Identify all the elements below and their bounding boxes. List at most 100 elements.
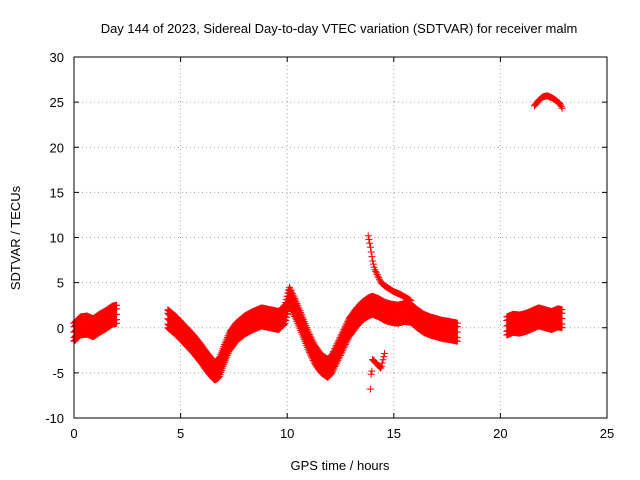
x-axis-label: GPS time / hours [291,458,390,473]
data-point [306,332,314,340]
data-point [376,363,384,371]
data-point [285,283,293,291]
data-point [279,321,287,329]
y-tick-label: 0 [57,321,64,336]
data-point [335,353,343,361]
data-point [336,352,344,360]
data-point [282,313,290,321]
data-point [221,357,229,365]
data-point [334,356,342,364]
data-point [293,299,301,307]
data-point [335,355,343,363]
data-point [297,310,305,318]
data-point [332,359,340,367]
data-point [369,257,377,265]
data-point [557,103,565,111]
data-point [291,294,299,302]
data-point [338,348,346,356]
x-tick-label: 10 [280,426,294,441]
data-point [297,308,305,316]
data-point [331,363,339,371]
y-tick-label: 15 [50,185,64,200]
data-point [341,342,349,350]
data-point [365,235,373,243]
data-point [224,351,232,359]
data-point [294,301,302,309]
tick-labels: 0 5 10 15 20 25 -10 -5 0 5 10 15 20 25 30 [45,50,614,441]
data-point [337,350,345,358]
data-point [367,248,375,256]
data-point [379,356,387,364]
data-point [295,305,303,313]
data-point [558,324,566,332]
data-point [378,359,386,367]
data-point [338,347,346,355]
chart-title: Day 144 of 2023, Sidereal Day-to-day VTE… [101,21,578,36]
data-point [223,353,231,361]
data-point [364,232,372,240]
data-point [375,275,383,283]
data-point [558,306,566,314]
data-point [306,331,314,339]
x-tick-label: 25 [600,426,614,441]
data-point [375,274,383,282]
data-point [113,301,121,309]
x-tick-label: 15 [387,426,401,441]
data-point [367,370,375,378]
data-point [332,361,340,369]
y-tick-label: 25 [50,95,64,110]
data-point [368,253,376,261]
data-point [305,329,313,337]
data-points [70,92,566,393]
data-point [368,367,376,375]
data-point [328,369,336,377]
data-point [280,320,288,328]
data-point [286,285,294,293]
data-point [294,303,302,311]
data-point [453,337,461,345]
data-point [287,287,295,295]
data-point [329,367,337,375]
data-point [329,366,337,374]
data-point [215,374,223,382]
data-point [113,319,121,327]
y-tick-label: -5 [52,366,64,381]
data-point [309,337,317,345]
grid-lines [73,56,608,419]
data-point [342,339,350,347]
data-point [221,359,229,367]
x-tick-label: 20 [493,426,507,441]
data-point [304,327,312,335]
data-point [369,260,377,268]
data-point [289,291,297,299]
y-tick-label: 10 [50,231,64,246]
data-point [291,296,299,304]
data-point [372,267,380,275]
y-tick-label: 30 [50,50,64,65]
data-point [372,269,380,277]
data-point [307,334,315,342]
data-point [453,319,461,327]
y-axis-label: SDTVAR / TECUs [8,185,23,290]
data-point [556,100,564,108]
data-point [333,358,341,366]
data-point [407,297,415,305]
data-point [366,243,374,251]
data-point [224,350,232,358]
plot-frame [73,56,608,419]
data-point [373,271,381,279]
data-point [288,290,296,298]
data-point [378,362,386,370]
data-point [366,385,374,393]
y-tick-label: 20 [50,140,64,155]
data-point [339,345,347,353]
y-tick-label: -10 [45,411,64,426]
data-point [381,349,389,357]
data-point [344,336,352,344]
y-tick-label: 5 [57,276,64,291]
data-point [292,298,300,306]
data-point [290,293,298,301]
data-point [296,307,304,315]
x-tick-label: 0 [70,426,77,441]
